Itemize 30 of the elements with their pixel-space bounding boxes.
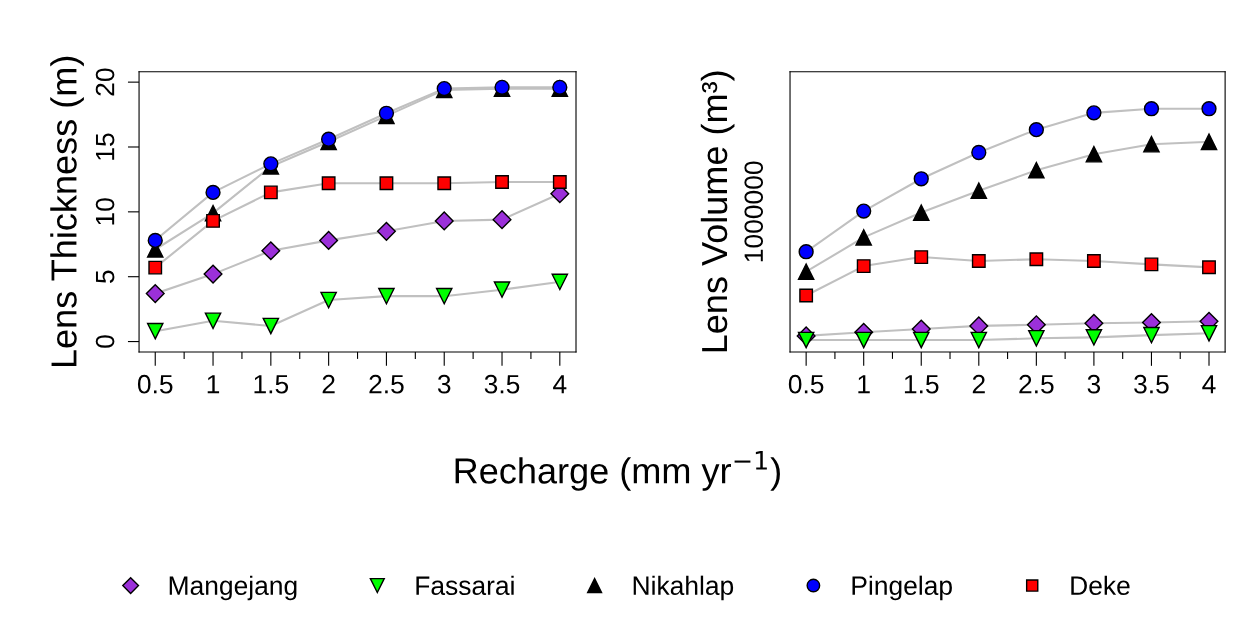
x-tick-label: 3.5 <box>1134 374 1169 394</box>
x-tick-label: 2.5 <box>369 374 404 394</box>
x-tick-label: 3 <box>1087 374 1101 394</box>
legend-label: Fassarai <box>416 575 514 596</box>
x-tick-label: 4 <box>553 375 567 394</box>
legend-label: Pingelap <box>852 575 952 601</box>
x-tick-label: 0.5 <box>788 374 824 394</box>
x-tick-label: 0.5 <box>137 374 173 394</box>
legend-label: Deke <box>1071 575 1130 596</box>
y-axis-title: Lens Thickness (m) <box>50 56 84 367</box>
x-tick-label: 3 <box>437 374 451 394</box>
x-tick-label: 4 <box>1202 375 1216 394</box>
y-tick-label: 0 <box>95 335 115 348</box>
x-tick-label: 1 <box>858 375 870 394</box>
x-tick-label: 2 <box>322 374 335 394</box>
y-tick-label: 15 <box>95 133 115 160</box>
x-axis-title: Recharge (mm yr$^{−1}$) <box>455 451 780 491</box>
x-tick-label: 2.5 <box>1019 374 1054 394</box>
text: 1000000 <box>744 161 764 262</box>
x-tick-label: 2 <box>972 374 985 394</box>
x-tick-label: 1 <box>207 375 220 394</box>
x-tick-label: 1.5 <box>904 375 939 394</box>
legend-label: Mangejang <box>169 575 297 601</box>
y-tick-label: 20 <box>95 68 115 96</box>
y-axis-title: Lens Volume (m³) <box>700 71 735 352</box>
legend-label: Nikahlap <box>633 575 734 601</box>
x-tick-label: 1.5 <box>254 375 289 394</box>
x-tick-label: 3.5 <box>484 374 520 394</box>
y-tick-label: 5 <box>95 270 115 283</box>
y-tick-label: 10 <box>95 198 115 225</box>
